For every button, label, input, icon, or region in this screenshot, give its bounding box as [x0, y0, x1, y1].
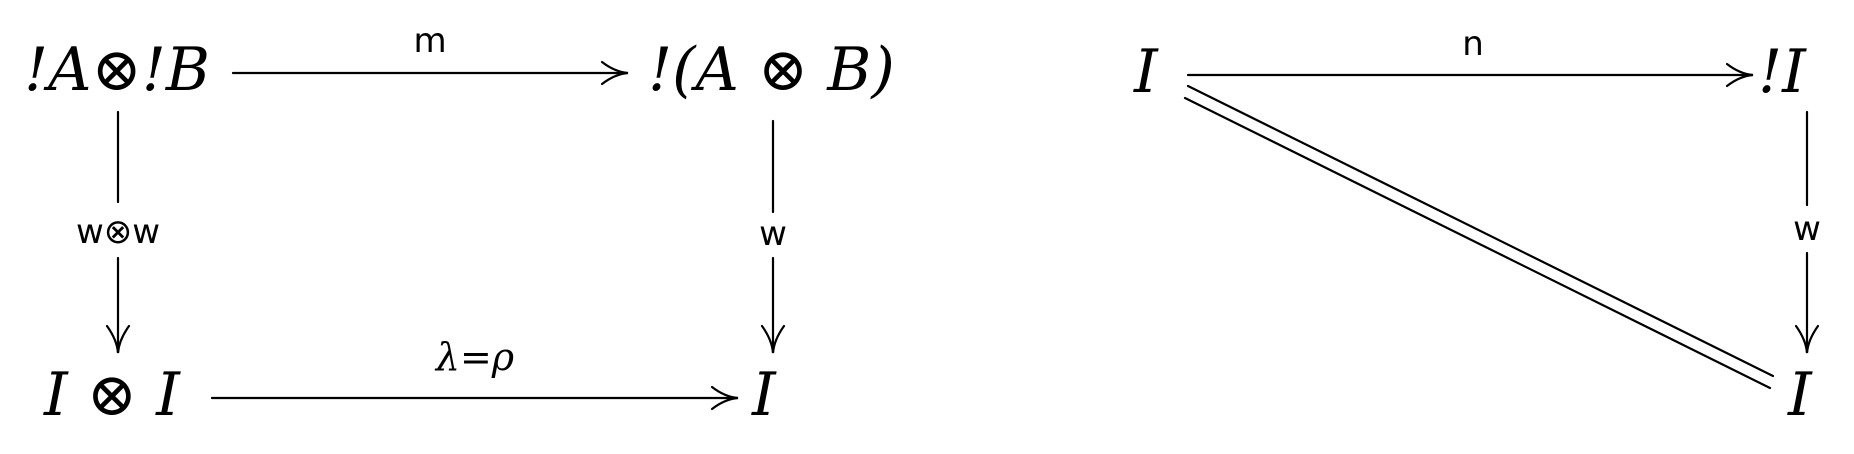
label-w-tensor-w: w⊗w	[76, 212, 160, 252]
arrow-lambda-rho	[210, 385, 739, 411]
label-m: m	[413, 21, 446, 61]
label-n: n	[1462, 24, 1484, 64]
label-lambda-rho: λ=ρ	[434, 335, 515, 379]
node-bang-i: !I	[1758, 37, 1807, 107]
label-w-triangle: w	[1793, 209, 1821, 249]
arrow-w-triangle	[1794, 110, 1820, 354]
node-i-bottom: I	[1787, 360, 1813, 430]
arrow-n	[1186, 62, 1754, 88]
left-diagram: !A⊗!B !(A ⊗ B) I ⊗ I I m w⊗w w λ=ρ	[24, 21, 895, 430]
node-bang-a-tensor-b: !(A ⊗ B)	[648, 35, 895, 105]
right-diagram: I !I I n w	[1133, 24, 1821, 430]
node-i-bottom-right: I	[751, 360, 777, 430]
arrow-w-left-square	[760, 119, 786, 354]
arrow-m	[231, 60, 629, 86]
arrow-w-tensor-w	[105, 110, 131, 354]
label-w-left-square: w	[759, 214, 787, 254]
node-i-tensor-i: I ⊗ I	[43, 360, 181, 430]
diagonal-equality	[1183, 84, 1775, 390]
node-bang-a-tensor-bang-b: !A⊗!B	[24, 35, 210, 105]
node-i-top-left: I	[1133, 37, 1159, 107]
